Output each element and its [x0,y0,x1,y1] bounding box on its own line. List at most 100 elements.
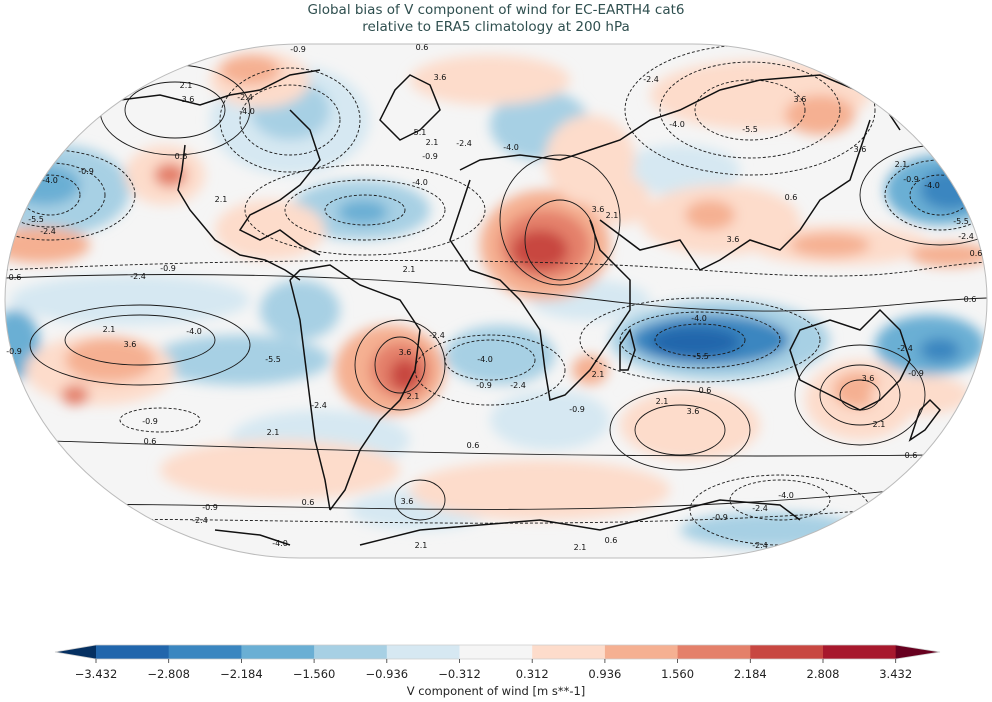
contour-label: -2.4 [897,344,913,353]
contour-label: -4.0 [503,143,519,152]
colorbar-bin [386,645,460,659]
contour-labels: -0.9 0.63.62.1-2.4-4.03.65.12.1-0.9-2.4 -4… [6,43,983,552]
contour-label: -2.4 [429,331,445,340]
contour-label: -0.9 [908,369,924,378]
colorbar-bin [823,645,897,659]
contour-label: -5.5 [693,352,709,361]
contour-label: 2.1 [403,265,416,274]
contour-label: -2.4 [643,75,659,84]
contour-label: 2.1 [426,138,439,147]
contour-label: -4.0 [691,314,707,323]
contour-label: 0.6 [905,451,918,460]
contour-label: 2.1 [415,541,428,550]
contour-label: -4.0 [669,120,685,129]
contour-label: -5.5 [28,215,44,224]
contour-label: 2.1 [606,211,619,220]
colorbar-bin [532,645,606,659]
contour-label: -0.9 [160,264,176,273]
contour-label: -4.0 [778,491,794,500]
contour-label: -4.0 [272,539,288,548]
contour-label: -2.4 [752,504,768,513]
contour-label: 3.6 [727,235,740,244]
contour-label: 0.6 [467,441,480,450]
contour-label: -0.9 [78,167,94,176]
contour-label: -2.4 [237,93,253,102]
colorbar-bin [459,645,533,659]
contour-label: 2.1 [267,428,280,437]
colorbar-bin [677,645,751,659]
chart-title: Global bias of V component of wind for E… [0,2,992,36]
coastlines [119,69,941,546]
contour-label: -4.0 [477,355,493,364]
colorbar-tick-label: −0.312 [438,667,481,681]
contour-label: 0.6 [605,536,618,545]
colorbar-over-arrow [895,645,940,659]
colorbar-tick-label: −2.184 [220,667,263,681]
contour-label: -0.9 [712,513,728,522]
contour-label: 2.1 [895,160,908,169]
contour-label: 0.6 [144,437,157,446]
contour-label: 0.6 [970,249,983,258]
contour-label: -2.4 [752,541,768,550]
colorbar-under-arrow [55,645,96,659]
contour-label: -4.0 [186,327,202,336]
contour-label: 0.6 [9,273,22,282]
contour-label: -4.0 [42,176,58,185]
contour-label: -0.9 [202,503,218,512]
contour-label: -2.4 [40,227,56,236]
colorbar-tick-label: 0.312 [515,667,549,681]
bias-field [5,44,987,558]
colorbar-tick-label: −0.936 [365,667,409,681]
contour-label: -5.5 [265,355,281,364]
contour-label: -2.4 [958,232,974,241]
contour-label: 3.6 [401,497,414,506]
contour-label: -0.9 [6,347,22,356]
contour-label: -4.0 [412,178,428,187]
globe-outline [4,43,988,559]
world-map: -0.9 0.63.62.1-2.4-4.03.65.12.1-0.9-2.4 -4… [4,43,988,559]
contour-label: 3.6 [399,348,412,357]
contour-label: 2.1 [656,397,669,406]
colorbar-bin [604,645,679,659]
contour-label: -2.4 [130,272,146,281]
colorbar-tick-label: 1.560 [661,667,695,681]
contour-lines [5,44,987,546]
contour-label: 3.6 [687,407,700,416]
contour-label: -4.0 [924,181,940,190]
contour-label: 2.1 [592,370,605,379]
contour-label: 0.6 [699,386,712,395]
contour-label: 3.6 [434,73,447,82]
contour-label: -2.4 [510,381,526,390]
colorbar-bin [314,645,388,659]
contour-label: -0.9 [476,381,492,390]
contour-label: 0.6 [175,152,188,161]
contour-label: -4.0 [239,107,255,116]
colorbar-tick-label: −3.432 [74,667,118,681]
colorbar-bin [750,645,824,659]
contour-label: -2.4 [192,516,208,525]
contour-label: 2.1 [215,195,228,204]
contour-label: -0.9 [142,417,158,426]
contour-label: 2.1 [180,81,193,90]
colorbar-label: V component of wind [m s**-1] [406,684,586,698]
contour-label: 2.1 [103,325,116,334]
colorbar-tick-label: 2.808 [806,667,840,681]
contour-label: 3.6 [862,374,875,383]
contour-label: -5.5 [953,217,969,226]
contour-label: -2.4 [456,139,472,148]
contour-label: 3.6 [124,340,137,349]
contour-label: 3.6 [854,145,867,154]
colorbar-bin [241,645,315,659]
contour-label: -0.9 [903,175,919,184]
contour-label: 0.6 [964,295,977,304]
title-line-1: Global bias of V component of wind for E… [307,2,685,18]
contour-label: 2.1 [407,392,420,401]
contour-label: 0.6 [302,498,315,507]
contour-label: 5.1 [414,128,427,137]
colorbar-bin [168,645,242,659]
contour-label: -0.9 [422,152,438,161]
contour-label: -0.9 [569,405,585,414]
colorbar-tick-label: −1.560 [292,667,336,681]
colorbar-tick-label: −2.808 [147,667,190,681]
colorbar-tick-label: 0.936 [588,667,622,681]
